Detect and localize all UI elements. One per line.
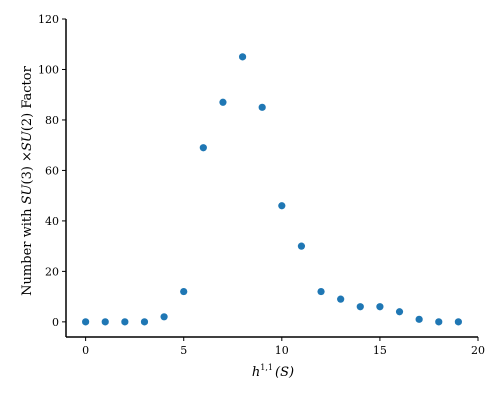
y-tick-label: 100 — [38, 63, 59, 76]
y-tick-label: 60 — [45, 164, 59, 177]
x-tick-label: 0 — [82, 344, 89, 357]
data-point — [258, 103, 266, 111]
data-point — [140, 318, 149, 326]
data-point — [180, 287, 188, 296]
data-point — [356, 303, 364, 311]
y-tick-label: 40 — [45, 215, 59, 228]
data-point — [219, 98, 227, 106]
data-point — [337, 295, 345, 303]
data-point — [376, 303, 384, 311]
data-point — [317, 287, 325, 296]
data-points — [82, 53, 462, 326]
y-axis-label: Number with SU(3) ×SU(2) Factor — [20, 65, 35, 295]
data-point — [297, 242, 306, 250]
data-point — [238, 53, 247, 61]
x-axis-label: h1,1 (S) — [252, 363, 294, 380]
x-ticks: 0 5 10 15 20 — [82, 337, 485, 357]
y-tick-label: 80 — [45, 114, 59, 127]
y-tick-label: 120 — [38, 13, 59, 26]
data-point — [101, 318, 109, 326]
data-point — [395, 308, 404, 316]
x-tick-label: 20 — [471, 344, 485, 357]
x-tick-label: 15 — [373, 344, 387, 357]
data-point — [278, 202, 286, 210]
data-point — [160, 313, 168, 321]
y-tick-label: 20 — [45, 265, 59, 278]
data-point — [82, 318, 90, 326]
data-point — [435, 318, 443, 326]
data-point — [454, 318, 462, 326]
y-tick-label: 0 — [52, 316, 59, 329]
y-ticks: 0 20 40 60 80 100 120 — [38, 13, 66, 329]
x-tick-label: 5 — [180, 344, 187, 357]
data-point — [415, 315, 423, 323]
data-point — [199, 144, 207, 152]
data-point — [121, 318, 129, 326]
x-tick-label: 10 — [275, 344, 289, 357]
